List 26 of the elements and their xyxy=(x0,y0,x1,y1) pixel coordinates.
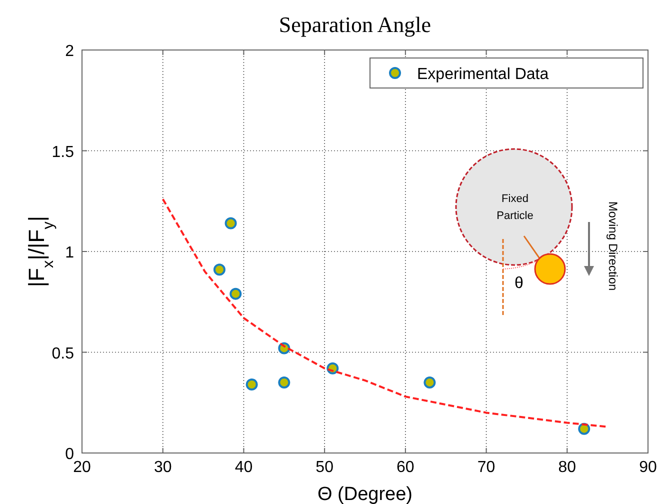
annotation: Moving Direction xyxy=(606,201,620,291)
x-tick-label: 50 xyxy=(316,459,334,476)
y-tick-label: 0.5 xyxy=(52,345,74,362)
x-tick-label: 60 xyxy=(396,459,414,476)
x-tick-label: 40 xyxy=(234,459,253,476)
x-tick-label: 70 xyxy=(477,459,496,476)
point xyxy=(246,378,258,390)
point xyxy=(278,376,290,388)
y-tick-label: 0 xyxy=(65,446,74,463)
annotation: Fixed Particle xyxy=(496,193,534,222)
x-tick-label: 90 xyxy=(639,459,657,476)
point xyxy=(230,288,242,300)
x-axis-title: Θ (Degree) xyxy=(317,484,413,504)
legend-label: Experimental Data xyxy=(417,66,549,83)
y-tick-label: 1.5 xyxy=(52,144,74,161)
point xyxy=(424,376,436,388)
x-tick-label: 30 xyxy=(154,459,172,476)
point xyxy=(224,217,237,230)
x-tick-label: 80 xyxy=(558,459,576,476)
point xyxy=(578,422,590,435)
chart-title: Separation Angle xyxy=(278,12,432,37)
point xyxy=(213,264,226,276)
annotation: θ xyxy=(514,275,524,292)
y-tick-label: 2 xyxy=(65,43,74,60)
x-tick-label: 20 xyxy=(73,459,91,476)
y-tick-label: 1 xyxy=(65,244,74,262)
